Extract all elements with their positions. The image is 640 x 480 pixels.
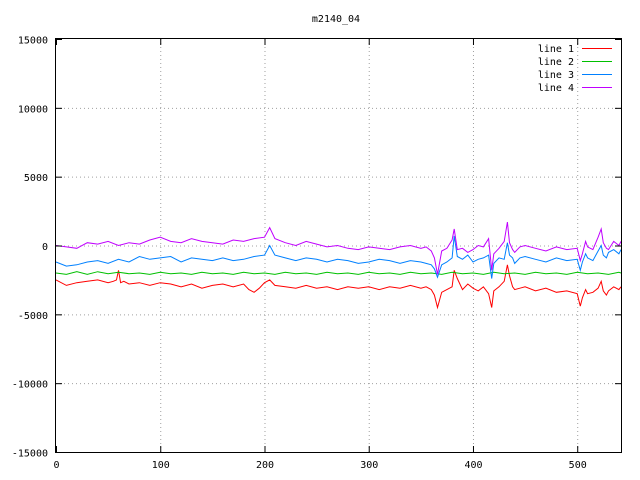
y-tick-label: 10000 (18, 104, 48, 115)
y-axis: -15000 -10000 -5000 0 5000 10000 15000 (12, 36, 621, 460)
y-tick-label: 5000 (24, 173, 48, 184)
legend: line 1 line 2 line 3 line 4 (538, 44, 612, 94)
series-line-2 (55, 271, 622, 275)
y-tick-label: 15000 (18, 36, 48, 47)
plot-area-frame (55, 38, 622, 453)
x-tick-label: 0 (53, 460, 59, 471)
y-tick-label: -10000 (12, 380, 48, 391)
legend-label: line 3 (538, 70, 574, 81)
x-tick-label: 400 (464, 460, 482, 471)
grid-layer (56, 39, 621, 452)
series-layer (55, 222, 622, 310)
series-line-1 (55, 264, 622, 310)
series-line-4 (55, 222, 622, 275)
x-tick-label: 200 (256, 460, 274, 471)
x-tick-label: 500 (569, 460, 587, 471)
y-tick-label: 0 (42, 242, 48, 253)
legend-label: line 1 (538, 44, 574, 55)
legend-label: line 4 (538, 83, 574, 94)
y-tick-label: -5000 (18, 311, 48, 322)
x-tick-label: 300 (360, 460, 378, 471)
series-line-3 (55, 235, 622, 279)
chart-title: m2140_04 (312, 14, 360, 25)
y-tick-label: -15000 (12, 449, 48, 460)
x-tick-label: 100 (152, 460, 170, 471)
legend-label: line 2 (538, 57, 574, 68)
x-axis: 0 100 200 300 400 500 (53, 39, 587, 471)
